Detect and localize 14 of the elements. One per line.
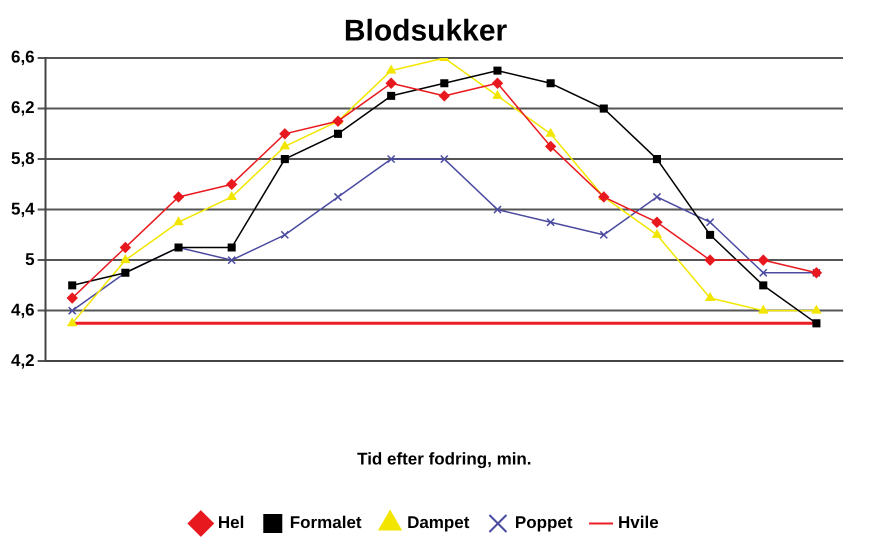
legend-label: Hel — [218, 513, 244, 532]
y-tick-label: 5,4 — [10, 199, 36, 218]
legend-label: Dampet — [407, 513, 470, 532]
y-tick-label: 6,6 — [10, 48, 35, 67]
legend-label: Poppet — [514, 513, 573, 532]
y-tick-label: 5 — [25, 250, 35, 269]
y-tick-label: 5,8 — [10, 148, 35, 168]
y-tick-label: 4,2 — [10, 350, 35, 370]
y-tick-label: 4,6 — [10, 300, 35, 320]
legend-label: Hvile — [618, 513, 659, 532]
x-axis-title: Tid efter fodring, min. — [357, 449, 532, 468]
legend-label: Formalet — [290, 513, 362, 532]
y-tick-label: 6,2 — [10, 98, 35, 118]
chart-title: Blodsukker — [344, 14, 508, 48]
